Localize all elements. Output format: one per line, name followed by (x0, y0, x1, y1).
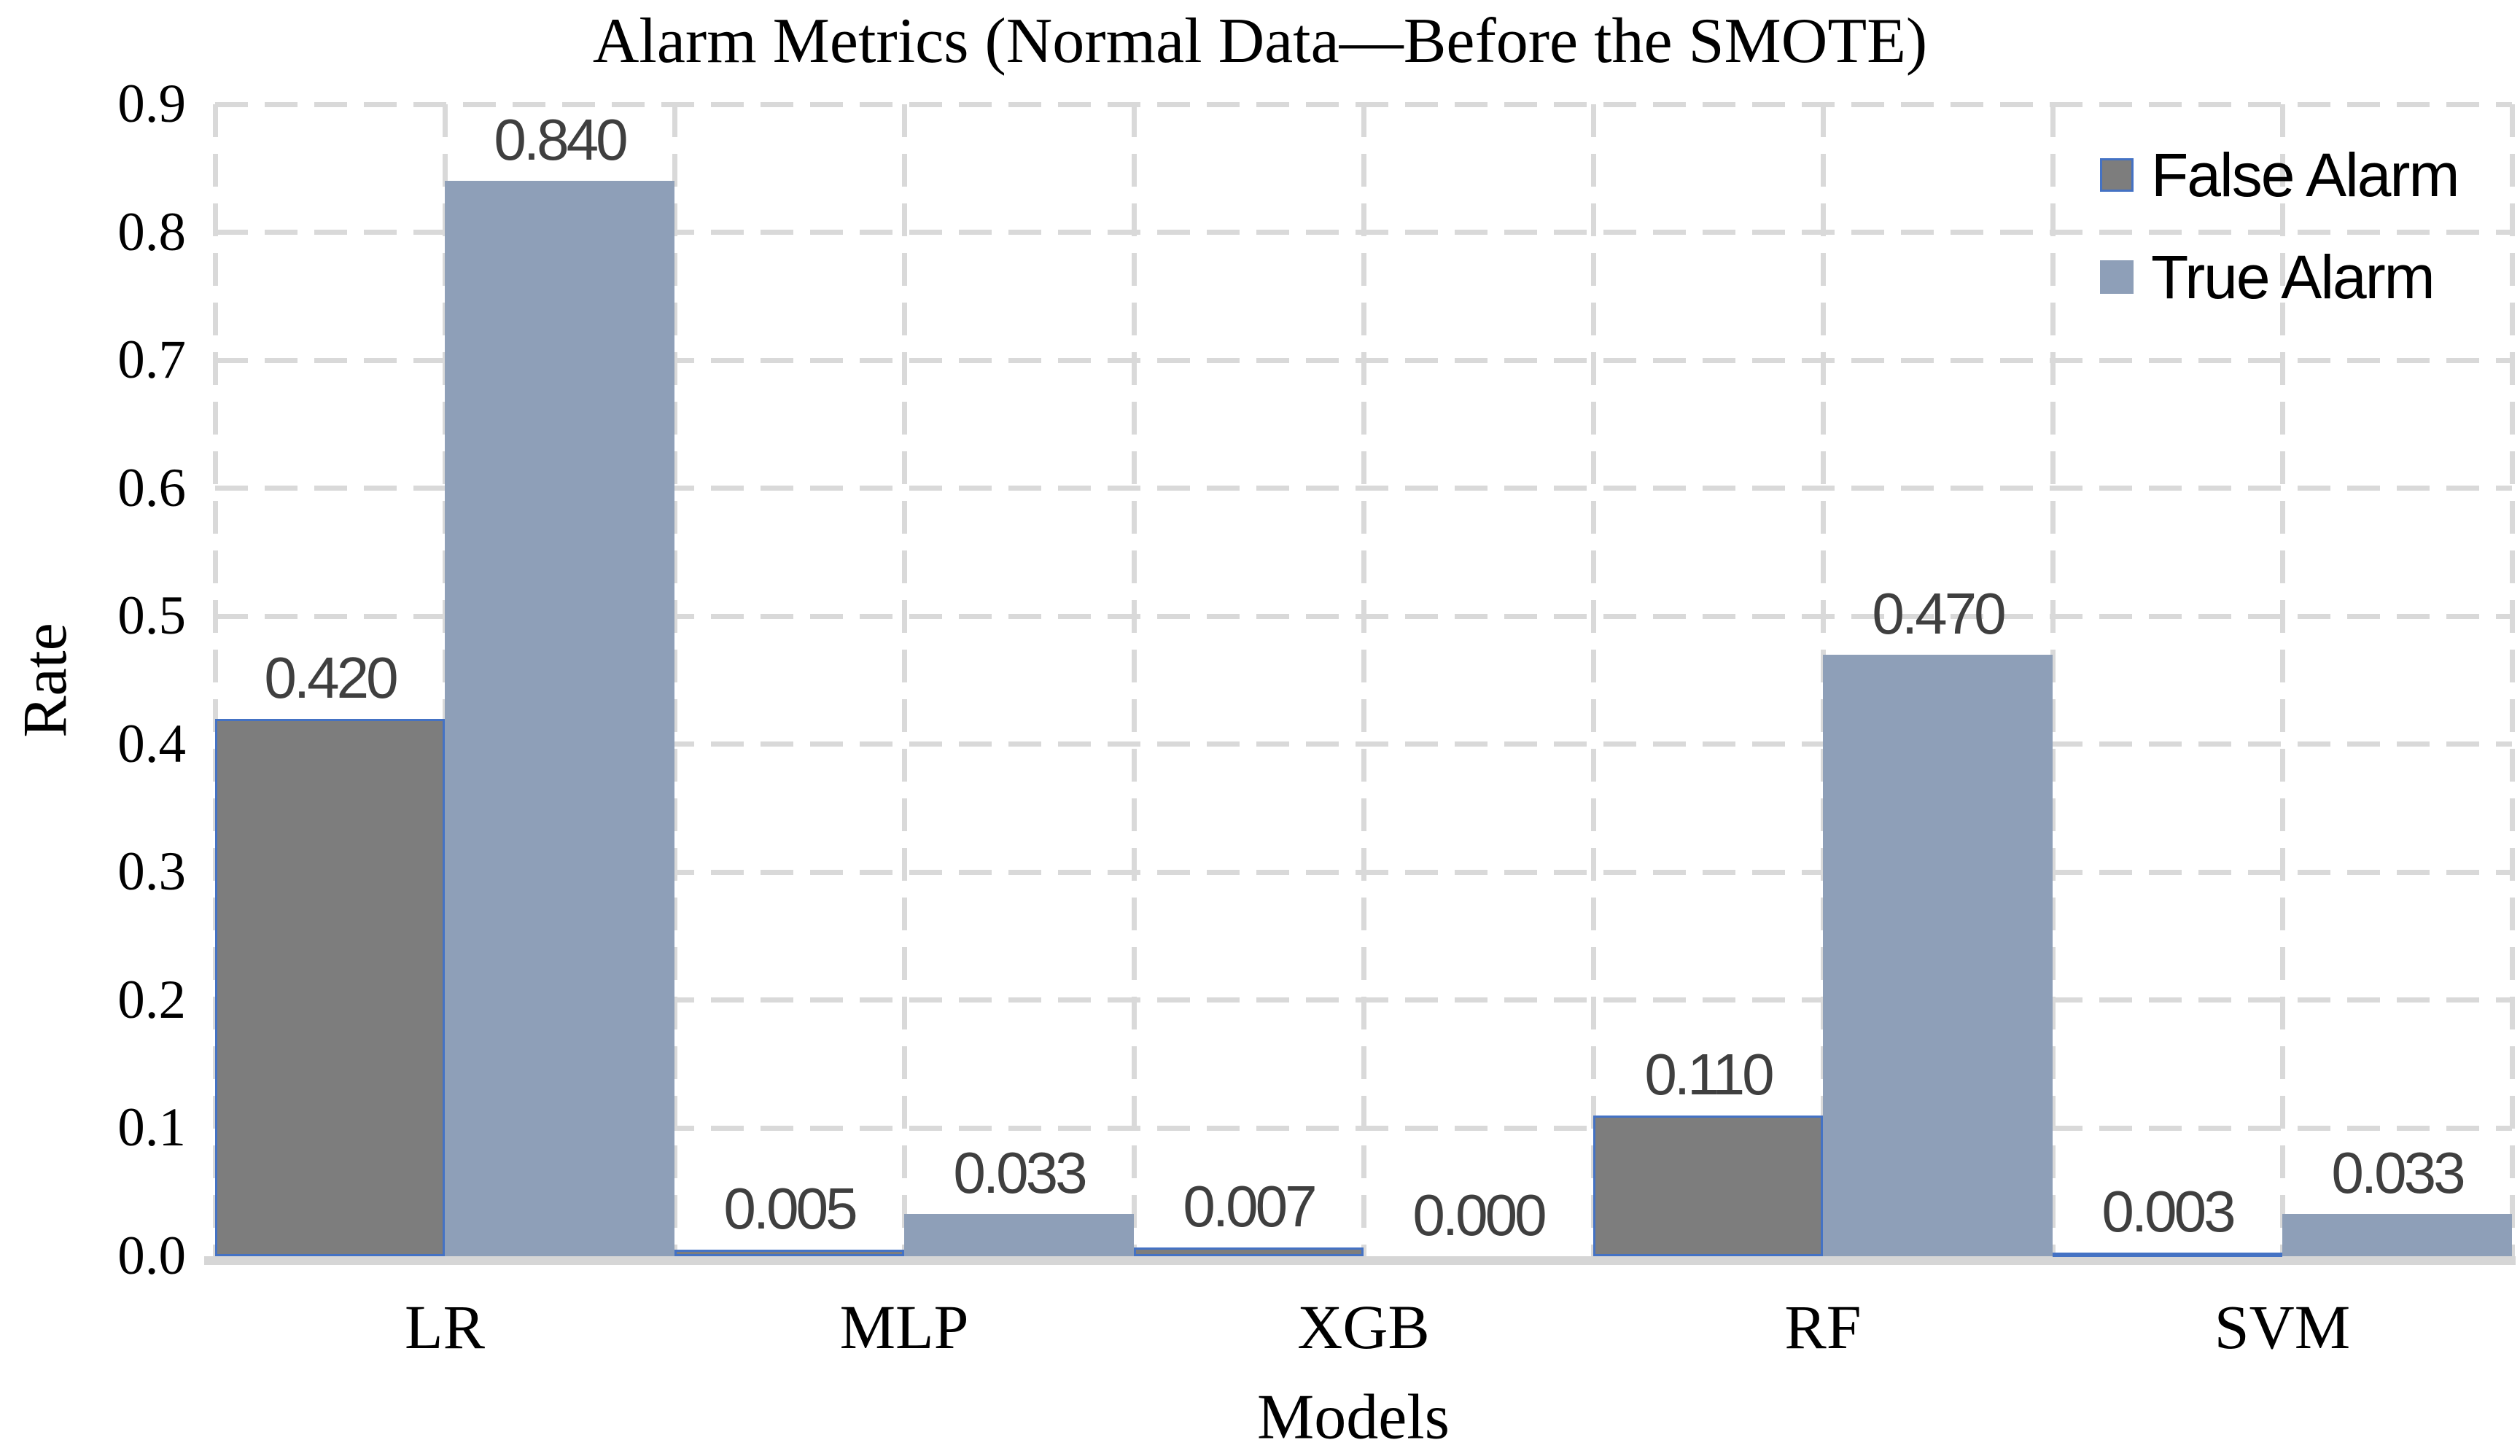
y-tick-label: 0.1 (117, 1097, 186, 1159)
bar-true-alarm (2282, 1214, 2512, 1256)
gridline-vertical (1590, 104, 1596, 1256)
bar-false-alarm (1134, 1247, 1364, 1256)
bar-value-label: 0.110 (1644, 1041, 1774, 1107)
chart-title: Alarm Metrics (Normal Data—Before the SM… (592, 6, 1928, 77)
y-tick-label: 0.3 (117, 841, 186, 903)
legend-label: True Alarm (2151, 243, 2435, 311)
bar-true-alarm (904, 1214, 1134, 1256)
bar-value-label: 0.005 (723, 1176, 858, 1242)
x-category-label: RF (1784, 1292, 1862, 1362)
y-tick-label: 0.5 (117, 585, 186, 647)
legend-item-false-alarm: False Alarm (2100, 141, 2459, 209)
bar-value-label: 0.420 (264, 645, 398, 710)
gridline-vertical (672, 104, 677, 1256)
bar-true-alarm (1823, 654, 2053, 1256)
bar-value-label: 0.033 (2331, 1140, 2465, 1206)
false-alarm-swatch-icon (2100, 158, 2134, 192)
y-tick-label: 0.2 (117, 969, 186, 1030)
y-tick-label: 0.4 (117, 713, 186, 774)
legend-label: False Alarm (2151, 141, 2459, 209)
x-category-label: LR (405, 1292, 485, 1362)
gridline-vertical (1361, 104, 1366, 1256)
bar-false-alarm (1593, 1115, 1823, 1256)
bar-value-label: 0.033 (953, 1140, 1087, 1206)
bar-false-alarm (674, 1250, 904, 1256)
gridline-vertical (2509, 104, 2515, 1256)
gridline-vertical (2279, 104, 2285, 1256)
y-tick-label: 0.9 (117, 74, 186, 134)
bar-value-label: 0.007 (1183, 1173, 1317, 1239)
gridline-vertical (1131, 104, 1137, 1256)
y-tick-label: 0.7 (117, 330, 186, 391)
y-tick-label: 0.6 (117, 457, 186, 518)
legend-item-true-alarm: True Alarm (2100, 246, 2458, 308)
gridline-vertical (212, 104, 218, 1256)
bar-value-label: 0.003 (2101, 1178, 2236, 1244)
bar-true-alarm (445, 181, 674, 1256)
x-category-label: XGB (1297, 1292, 1430, 1362)
x-axis-line (204, 1256, 2516, 1265)
bar-value-label: 0.000 (1412, 1183, 1547, 1247)
legend: False Alarm True Alarm (2100, 141, 2459, 349)
y-axis-title: Rate (9, 623, 79, 738)
true-alarm-swatch-icon (2100, 260, 2134, 294)
gridline-vertical (901, 104, 907, 1256)
gridline-vertical (2050, 104, 2056, 1256)
bar-false-alarm (215, 718, 445, 1256)
bar-false-alarm (2053, 1252, 2282, 1257)
x-axis-title: Models (1257, 1382, 1450, 1453)
bar-value-label: 0.840 (494, 107, 628, 173)
bar-value-label: 0.470 (1872, 580, 2006, 646)
x-category-label: MLP (839, 1292, 969, 1362)
x-category-label: SVM (2214, 1292, 2351, 1362)
y-tick-label: 0.0 (117, 1226, 186, 1286)
y-tick-label: 0.8 (117, 201, 186, 262)
